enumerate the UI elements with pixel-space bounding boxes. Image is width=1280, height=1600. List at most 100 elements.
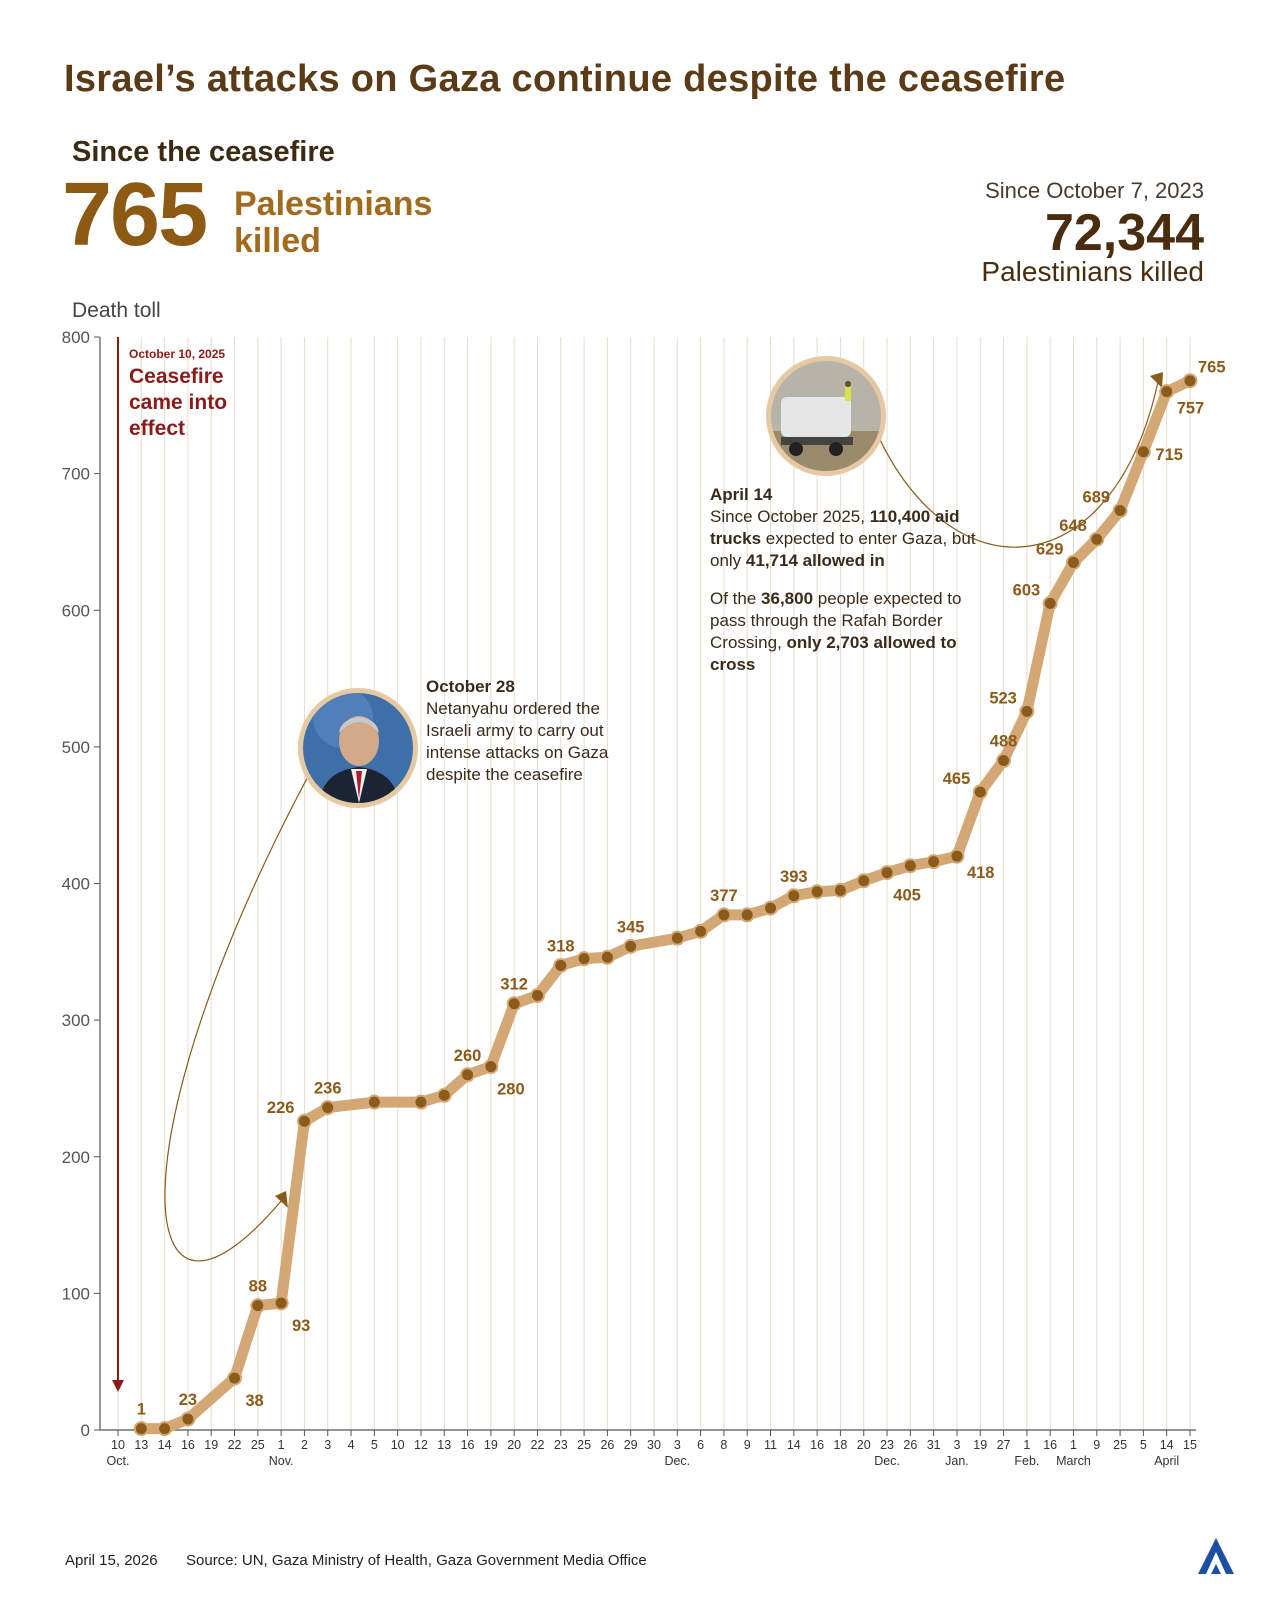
- x-tick-label: 25: [251, 1438, 265, 1452]
- data-point: [763, 900, 779, 916]
- data-point: [693, 923, 709, 939]
- x-tick-label: 3: [324, 1438, 331, 1452]
- x-tick-label: 13: [437, 1438, 451, 1452]
- data-point: [1112, 503, 1128, 519]
- aa-logo: [1198, 1538, 1234, 1574]
- vertical-grid: [117, 337, 1191, 1430]
- x-tick-label: 22: [531, 1438, 545, 1452]
- series-line: [135, 375, 1196, 1435]
- data-label: 393: [780, 868, 808, 886]
- data-point: [739, 907, 755, 923]
- data-label: 226: [267, 1099, 295, 1117]
- data-label: 260: [454, 1047, 482, 1065]
- data-point: [856, 873, 872, 889]
- annotation-apr14-aid: Since October 2025, 110,400 aid trucks e…: [710, 506, 986, 572]
- x-tick-label: 31: [927, 1438, 941, 1452]
- x-tick-label: 9: [744, 1438, 751, 1452]
- data-point: [320, 1100, 336, 1116]
- x-tick-label: 2: [301, 1438, 308, 1452]
- x-tick-label: 10: [111, 1438, 125, 1452]
- data-point: [809, 884, 825, 900]
- data-point: [972, 784, 988, 800]
- x-tick-label: 5: [1140, 1438, 1147, 1452]
- data-label: 757: [1177, 400, 1205, 418]
- ceasefire-death-label: Palestinians killed: [234, 185, 433, 260]
- data-point: [529, 988, 545, 1004]
- x-tick-label: 26: [903, 1438, 917, 1452]
- x-tick-label: 1: [1023, 1438, 1030, 1452]
- data-point: [250, 1298, 266, 1314]
- data-label: 377: [710, 887, 738, 905]
- data-point: [902, 858, 918, 874]
- x-month-label: Feb.: [1014, 1454, 1039, 1468]
- annotation-apr14-date: April 14: [710, 485, 773, 504]
- data-label: 318: [547, 937, 575, 955]
- death-toll-series: [133, 373, 1198, 1437]
- x-tick-label: 25: [577, 1438, 591, 1452]
- total-death-count: 72,344: [1044, 204, 1204, 262]
- x-tick-label: 25: [1113, 1438, 1127, 1452]
- data-label: 465: [943, 770, 971, 788]
- data-label: 1: [137, 1401, 146, 1419]
- footer-source: Source: UN, Gaza Ministry of Health, Gaz…: [186, 1552, 647, 1569]
- ceasefire-text: Ceasefire came into effect: [129, 365, 228, 440]
- data-point: [296, 1113, 312, 1129]
- apr14-arrow: [861, 381, 1159, 548]
- x-tick-label: 30: [647, 1438, 661, 1452]
- x-tick-label: 6: [697, 1438, 704, 1452]
- apr14-text-a: Since October 2025,: [710, 507, 870, 526]
- annotation-arrows: [112, 337, 1163, 1392]
- data-label: 38: [245, 1392, 263, 1410]
- x-tick-label: 14: [1160, 1438, 1174, 1452]
- apr14-text-g: people expected to pass through the Rafa…: [710, 589, 962, 652]
- x-tick-label: 14: [158, 1438, 172, 1452]
- data-point: [879, 865, 895, 881]
- x-month-label: Oct.: [107, 1454, 130, 1468]
- x-tick-label: 29: [624, 1438, 638, 1452]
- x-month-label: Nov.: [269, 1454, 294, 1468]
- x-tick-label: 1: [278, 1438, 285, 1452]
- y-tick-label: 100: [62, 1284, 90, 1303]
- apr14-text-d: 41,714 allowed in: [745, 551, 885, 570]
- aid-trucks-photo: [766, 356, 886, 476]
- x-month-label: Jan.: [945, 1454, 969, 1468]
- x-tick-label: 12: [414, 1438, 428, 1452]
- data-label: 23: [179, 1391, 197, 1409]
- x-tick-label: 10: [391, 1438, 405, 1452]
- chart-title: Israel’s attacks on Gaza continue despit…: [64, 58, 1066, 100]
- data-point: [1159, 384, 1175, 400]
- data-point: [576, 951, 592, 967]
- annotation-oct28-date: October 28: [426, 677, 515, 696]
- annotation-apr14-rafah: Of the 36,800 people expected to pass th…: [710, 588, 986, 676]
- x-tick-label: 20: [507, 1438, 521, 1452]
- data-label: 689: [1083, 489, 1111, 507]
- y-tick-label: 500: [62, 738, 90, 757]
- x-tick-label: 16: [810, 1438, 824, 1452]
- data-label: 648: [1059, 517, 1087, 535]
- x-tick-label: 9: [1093, 1438, 1100, 1452]
- x-tick-label: 16: [1043, 1438, 1057, 1452]
- total-since-label: Since October 7, 2023: [985, 178, 1204, 203]
- x-month-label: April: [1154, 1454, 1179, 1468]
- annotation-oct28-text: Netanyahu ordered the Israeli army to ca…: [426, 699, 609, 784]
- data-point: [669, 930, 685, 946]
- data-label: 488: [990, 733, 1018, 751]
- x-month-label: Dec.: [874, 1454, 900, 1468]
- ceasefire-arrow-head: [112, 1380, 124, 1392]
- x-tick-label: 3: [674, 1438, 681, 1452]
- annotation-april-14: April 14 Since October 2025, 110,400 aid…: [710, 484, 986, 676]
- x-tick-label: 14: [787, 1438, 801, 1452]
- footer-date: April 15, 2026: [65, 1552, 158, 1569]
- x-tick-label: 20: [857, 1438, 871, 1452]
- data-point: [133, 1421, 149, 1437]
- x-tick-label: 19: [204, 1438, 218, 1452]
- data-point: [599, 949, 615, 965]
- data-label: 715: [1155, 446, 1183, 464]
- data-label: 418: [967, 864, 995, 882]
- x-tick-label: 27: [997, 1438, 1011, 1452]
- data-labels: 1 23 38 88 93 226 236 260 280 312 318 345 377 393 405 4…: [137, 359, 1226, 1419]
- y-tick-label: 400: [62, 875, 90, 894]
- x-tick-label: 19: [484, 1438, 498, 1452]
- data-point: [1065, 554, 1081, 570]
